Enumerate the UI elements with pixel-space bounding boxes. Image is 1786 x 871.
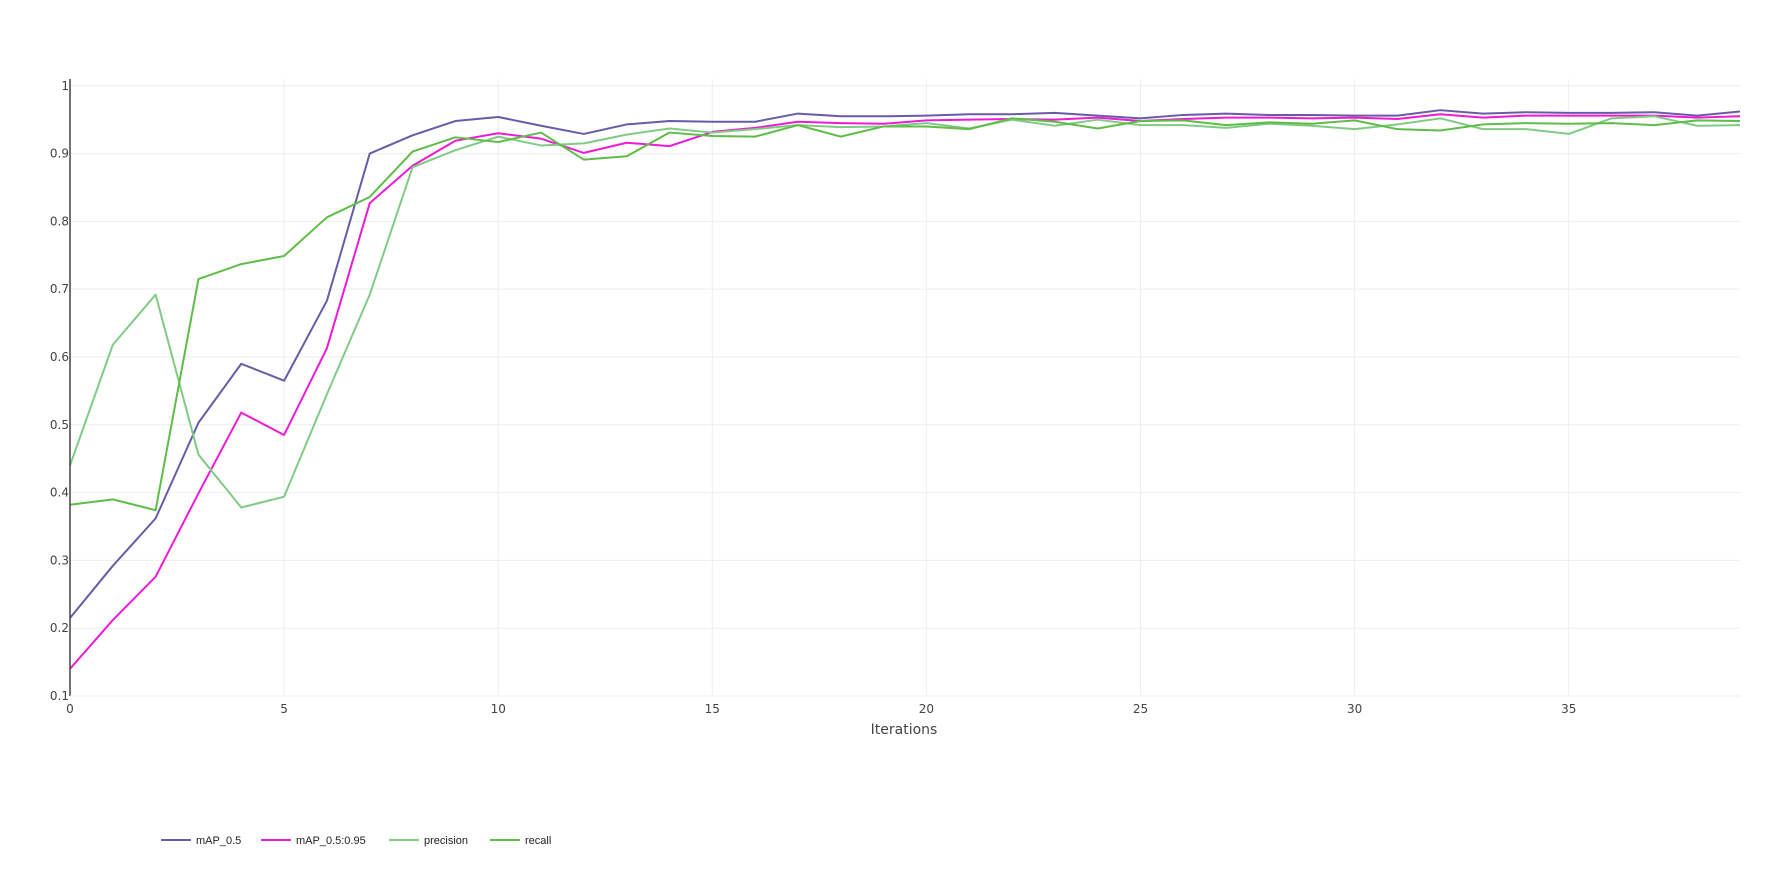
- y-tick-label: 0.7: [50, 282, 69, 296]
- x-tick-label: 10: [491, 702, 506, 716]
- legend-label: mAP_0.5:0.95: [296, 835, 366, 847]
- x-tick-label: 20: [919, 702, 934, 716]
- series-line-map-0-5-0-95: [69, 113, 1741, 670]
- legend-label: recall: [525, 835, 551, 847]
- x-tick-label: 30: [1347, 702, 1362, 716]
- gridlines: [70, 79, 1740, 696]
- series-lines: [69, 109, 1741, 670]
- y-tick-label: 1: [61, 79, 69, 93]
- tick-labels: 0 5 10 15 20 25 30 35 0.1 0.2 0.3 0.4 0.5 0.6 0.7 0.8 0.…: [50, 79, 1576, 716]
- legend-item: precision: [389, 835, 468, 847]
- legend-label: mAP_0.5: [196, 835, 241, 847]
- legend-item: mAP_0.5:0.95: [261, 835, 366, 847]
- y-tick-label: 0.3: [50, 553, 69, 567]
- series-line-map-0-5: [69, 109, 1741, 619]
- x-tick-label: 0: [66, 702, 74, 716]
- x-tick-label: 15: [705, 702, 720, 716]
- legend: mAP_0.5 mAP_0.5:0.95 precision recall: [161, 835, 551, 847]
- legend-item: recall: [490, 835, 551, 847]
- legend-label: precision: [424, 835, 468, 847]
- series-line-precision: [69, 115, 1741, 509]
- x-tick-label: 25: [1133, 702, 1148, 716]
- y-tick-label: 0.5: [50, 418, 69, 432]
- x-tick-label: 35: [1561, 702, 1576, 716]
- series-line-recall: [69, 117, 1741, 512]
- x-tick-label: 5: [280, 702, 288, 716]
- y-tick-label: 0.9: [50, 147, 69, 161]
- y-tick-label: 0.1: [50, 689, 69, 703]
- y-tick-label: 0.2: [50, 621, 69, 635]
- y-tick-label: 0.6: [50, 350, 69, 364]
- y-tick-label: 0.4: [50, 486, 69, 500]
- axes: [69, 79, 1740, 697]
- x-axis-title: Iterations: [871, 722, 938, 738]
- legend-item: mAP_0.5: [161, 835, 241, 847]
- y-tick-label: 0.8: [50, 214, 69, 228]
